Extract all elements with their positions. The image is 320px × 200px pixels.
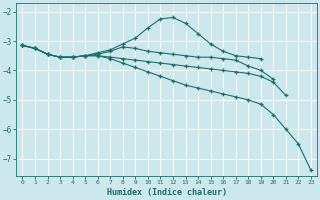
X-axis label: Humidex (Indice chaleur): Humidex (Indice chaleur) (107, 188, 227, 197)
